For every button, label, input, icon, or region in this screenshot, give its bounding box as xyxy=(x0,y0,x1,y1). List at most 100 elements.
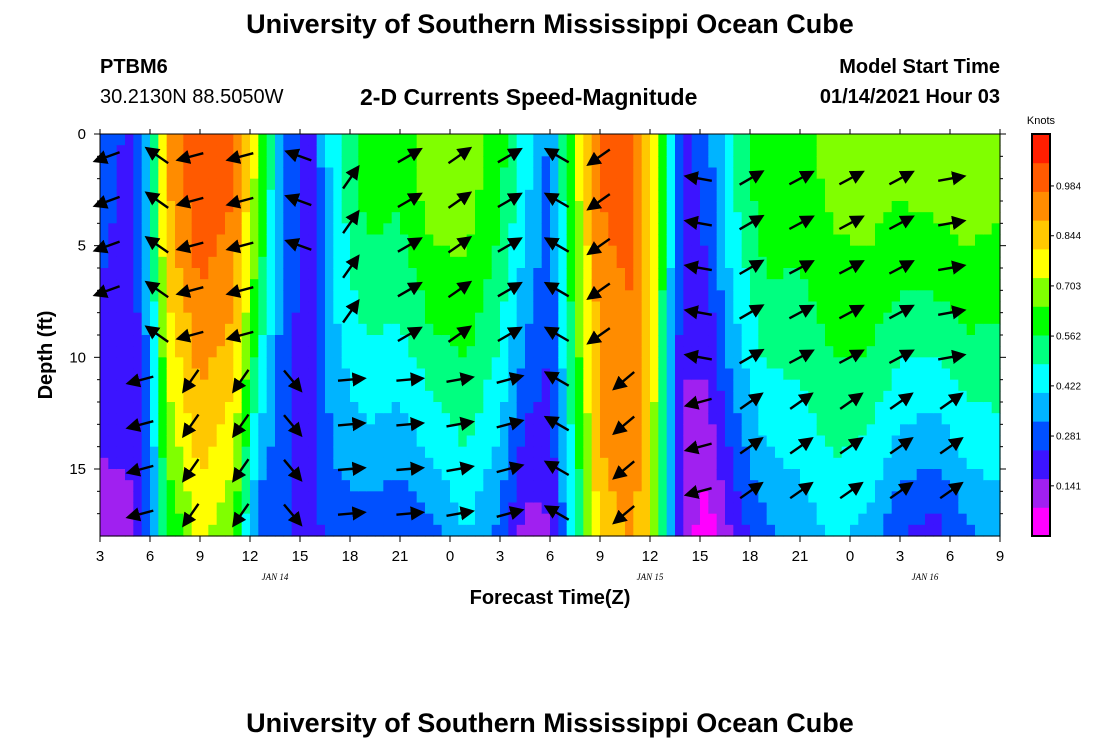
heatmap-cell xyxy=(675,502,684,515)
heatmap-cell xyxy=(875,402,884,414)
heatmap-cell xyxy=(425,134,434,146)
heatmap-cell xyxy=(341,491,351,504)
colorbar-label: 0.141 xyxy=(1056,481,1081,492)
current-vector-arrow xyxy=(612,415,635,436)
heatmap-cell xyxy=(166,469,176,481)
heatmap-cell xyxy=(200,390,209,403)
heatmap-cell xyxy=(991,223,1001,236)
heatmap-cell xyxy=(183,491,193,504)
heatmap-cell xyxy=(441,390,451,403)
heatmap-cell xyxy=(891,469,901,481)
heatmap-cell xyxy=(950,312,959,325)
heatmap-cell xyxy=(141,502,151,515)
current-vector-arrow xyxy=(396,372,426,387)
heatmap-cell xyxy=(475,134,484,146)
heatmap-cell xyxy=(925,189,934,202)
heatmap-cell xyxy=(900,145,909,157)
heatmap-cell xyxy=(575,312,584,325)
heatmap-cell xyxy=(625,491,634,504)
heatmap-cell xyxy=(733,156,743,169)
heatmap-cell xyxy=(883,357,893,370)
heatmap-cell xyxy=(983,290,993,303)
heatmap-cell xyxy=(966,480,976,492)
heatmap-cell xyxy=(250,167,259,180)
heatmap-cell xyxy=(583,223,593,236)
heatmap-cell xyxy=(483,491,493,504)
heatmap-cell xyxy=(583,502,593,515)
heatmap-cell xyxy=(325,379,334,392)
heatmap-cell xyxy=(191,335,201,347)
heatmap-cell xyxy=(991,424,1001,437)
heatmap-cell xyxy=(750,223,759,236)
heatmap-cell xyxy=(375,469,384,481)
heatmap-cell xyxy=(350,145,359,157)
heatmap-cell xyxy=(675,524,684,537)
heatmap-cell xyxy=(541,446,551,459)
heatmap-cell xyxy=(125,301,134,314)
heatmap-cell xyxy=(191,189,201,202)
heatmap-cell xyxy=(575,469,584,481)
heatmap-cell xyxy=(216,335,226,347)
heatmap-cell xyxy=(125,290,134,303)
heatmap-cell xyxy=(158,335,168,347)
heatmap-cell xyxy=(350,201,359,213)
heatmap-cell xyxy=(891,323,901,336)
heatmap-cell xyxy=(716,346,726,358)
heatmap-cell xyxy=(591,524,601,537)
heatmap-cell xyxy=(916,189,926,202)
heatmap-cell xyxy=(966,390,976,403)
heatmap-cell xyxy=(241,201,251,213)
heatmap-cell xyxy=(591,424,601,437)
heatmap-cell xyxy=(216,357,226,370)
heatmap-cell xyxy=(433,446,443,459)
heatmap-cell xyxy=(825,457,834,470)
heatmap-cell xyxy=(225,312,234,325)
heatmap-cell xyxy=(625,435,634,448)
heatmap-cell xyxy=(866,256,876,269)
heatmap-cell xyxy=(100,256,109,269)
heatmap-cell xyxy=(325,323,334,336)
heatmap-cell xyxy=(383,357,393,370)
current-vector-arrow xyxy=(496,461,525,476)
colorbar-swatch xyxy=(1032,220,1050,250)
heatmap-cell xyxy=(100,323,109,336)
heatmap-cell xyxy=(250,469,259,481)
heatmap-cell xyxy=(116,357,126,370)
heatmap-cell xyxy=(641,290,651,303)
heatmap-cell xyxy=(833,346,843,358)
heatmap-cell xyxy=(533,178,543,191)
heatmap-cell xyxy=(258,379,268,392)
current-vector-arrow xyxy=(937,349,967,364)
heatmap-cell xyxy=(991,167,1001,180)
heatmap-cell xyxy=(183,457,193,470)
current-vector-arrow xyxy=(839,481,864,500)
heatmap-cell xyxy=(625,256,634,269)
heatmap-cell xyxy=(791,513,801,526)
current-vector-arrow xyxy=(337,461,367,476)
heatmap-cell xyxy=(733,480,743,492)
heatmap-cell xyxy=(475,201,484,213)
heatmap-cell xyxy=(775,480,784,492)
heatmap-cell xyxy=(908,491,918,504)
heatmap-cell xyxy=(925,457,934,470)
heatmap-cell xyxy=(575,167,584,180)
heatmap-cell xyxy=(550,346,559,358)
heatmap-cell xyxy=(266,435,276,448)
heatmap-cell xyxy=(783,446,793,459)
heatmap-cell xyxy=(816,502,826,515)
heatmap-cell xyxy=(941,424,951,437)
station-id: PTBM6 xyxy=(100,56,168,78)
heatmap-cell xyxy=(408,312,418,325)
heatmap-cell xyxy=(700,357,709,370)
heatmap-cell xyxy=(150,134,159,146)
heatmap-cell xyxy=(308,323,318,336)
heatmap-cell xyxy=(833,357,843,370)
heatmap-cell xyxy=(258,279,268,291)
heatmap-cell xyxy=(666,245,676,258)
heatmap-cell xyxy=(975,491,984,504)
heatmap-cell xyxy=(741,413,751,425)
heatmap-cell xyxy=(608,245,618,258)
heatmap-cell xyxy=(750,245,759,258)
heatmap-cell xyxy=(916,524,926,537)
heatmap-cell xyxy=(458,201,468,213)
